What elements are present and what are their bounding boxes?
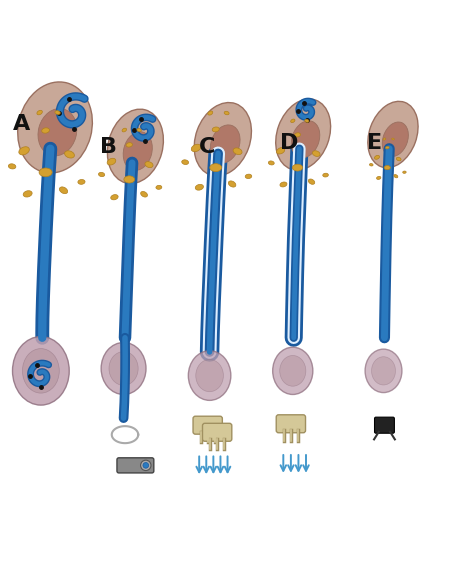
FancyBboxPatch shape: [202, 424, 232, 441]
Ellipse shape: [18, 82, 92, 173]
Ellipse shape: [305, 119, 309, 123]
Ellipse shape: [55, 110, 60, 114]
Ellipse shape: [59, 187, 68, 193]
Ellipse shape: [403, 171, 406, 173]
Ellipse shape: [122, 128, 127, 132]
Ellipse shape: [292, 164, 302, 171]
Ellipse shape: [212, 127, 219, 132]
Ellipse shape: [228, 181, 236, 187]
Ellipse shape: [396, 157, 401, 161]
Text: D: D: [280, 132, 298, 153]
Ellipse shape: [64, 151, 74, 158]
Ellipse shape: [123, 132, 152, 170]
FancyBboxPatch shape: [117, 458, 154, 473]
Ellipse shape: [372, 357, 395, 385]
Ellipse shape: [42, 128, 49, 133]
Circle shape: [143, 462, 149, 468]
Ellipse shape: [39, 168, 52, 177]
Ellipse shape: [233, 148, 242, 155]
Text: A: A: [12, 114, 30, 134]
FancyBboxPatch shape: [374, 417, 394, 433]
Ellipse shape: [280, 356, 306, 386]
Ellipse shape: [294, 133, 301, 137]
FancyBboxPatch shape: [276, 415, 306, 433]
Ellipse shape: [141, 192, 147, 197]
Ellipse shape: [38, 109, 77, 156]
Ellipse shape: [191, 144, 201, 152]
Ellipse shape: [392, 138, 394, 140]
Ellipse shape: [385, 146, 389, 149]
Text: C: C: [199, 138, 216, 157]
Ellipse shape: [365, 349, 402, 393]
Ellipse shape: [19, 147, 29, 155]
Text: B: B: [100, 138, 117, 157]
Ellipse shape: [156, 185, 162, 189]
Ellipse shape: [101, 342, 146, 394]
Ellipse shape: [273, 347, 313, 394]
Ellipse shape: [374, 155, 380, 159]
Ellipse shape: [124, 176, 135, 183]
Ellipse shape: [195, 184, 203, 190]
Ellipse shape: [224, 112, 229, 115]
Ellipse shape: [107, 158, 116, 165]
Ellipse shape: [368, 101, 418, 168]
Ellipse shape: [276, 148, 285, 154]
Ellipse shape: [111, 195, 118, 200]
Ellipse shape: [109, 352, 138, 385]
Ellipse shape: [9, 164, 16, 169]
Ellipse shape: [196, 360, 223, 392]
Ellipse shape: [182, 160, 189, 164]
Ellipse shape: [23, 191, 32, 197]
Ellipse shape: [291, 121, 320, 158]
Ellipse shape: [12, 336, 69, 405]
Ellipse shape: [188, 351, 231, 400]
Ellipse shape: [383, 138, 386, 140]
Ellipse shape: [210, 125, 240, 163]
Ellipse shape: [291, 119, 295, 123]
Ellipse shape: [137, 128, 141, 132]
Ellipse shape: [22, 349, 59, 393]
Ellipse shape: [126, 143, 132, 147]
Ellipse shape: [78, 180, 85, 184]
Ellipse shape: [210, 164, 222, 171]
Ellipse shape: [376, 177, 381, 180]
Ellipse shape: [268, 161, 274, 165]
Ellipse shape: [99, 173, 105, 177]
Ellipse shape: [276, 99, 331, 170]
Circle shape: [141, 460, 151, 471]
Ellipse shape: [194, 102, 251, 176]
Ellipse shape: [394, 174, 398, 178]
FancyBboxPatch shape: [193, 416, 222, 434]
Ellipse shape: [208, 111, 213, 115]
Ellipse shape: [108, 109, 164, 184]
Ellipse shape: [370, 163, 373, 166]
Ellipse shape: [384, 166, 391, 170]
Text: E: E: [367, 132, 382, 153]
Ellipse shape: [280, 182, 287, 187]
Ellipse shape: [145, 162, 153, 168]
Ellipse shape: [323, 173, 328, 177]
Ellipse shape: [382, 122, 409, 156]
Ellipse shape: [37, 110, 42, 115]
Ellipse shape: [308, 179, 315, 184]
Ellipse shape: [312, 150, 320, 156]
Ellipse shape: [245, 174, 252, 178]
